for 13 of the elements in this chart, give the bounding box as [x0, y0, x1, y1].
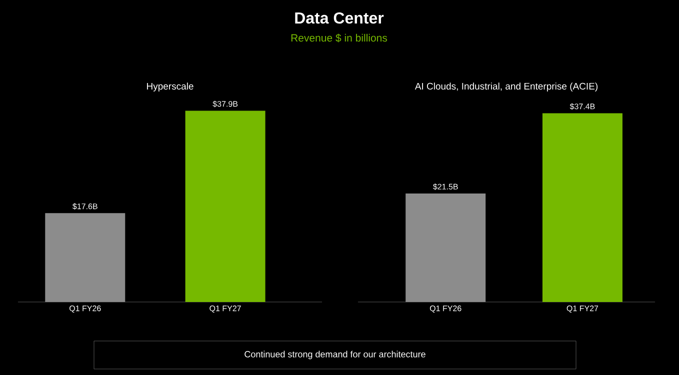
data-label: $37.9B	[212, 100, 238, 108]
x-tick-label: Q1 FY26	[430, 306, 462, 313]
data-label: $17.6B	[72, 203, 98, 210]
text: Data Center	[295, 12, 384, 24]
x-tick-label: Q1 FY27	[566, 306, 598, 313]
x-tick-label: Q1 FY27	[210, 306, 241, 313]
chart-title: Hyperscale	[147, 82, 194, 92]
text: Revenue $ in billions	[291, 34, 388, 42]
text: Continued strong demand for our architecture	[244, 350, 426, 360]
data-label: $21.5B	[433, 183, 458, 190]
chart-title: AI Clouds, Industrial, and Enterprise (ACIE)	[414, 82, 598, 92]
x-tick-label: Q1 FY26	[70, 306, 101, 313]
data-label: $37.4B	[570, 103, 595, 110]
